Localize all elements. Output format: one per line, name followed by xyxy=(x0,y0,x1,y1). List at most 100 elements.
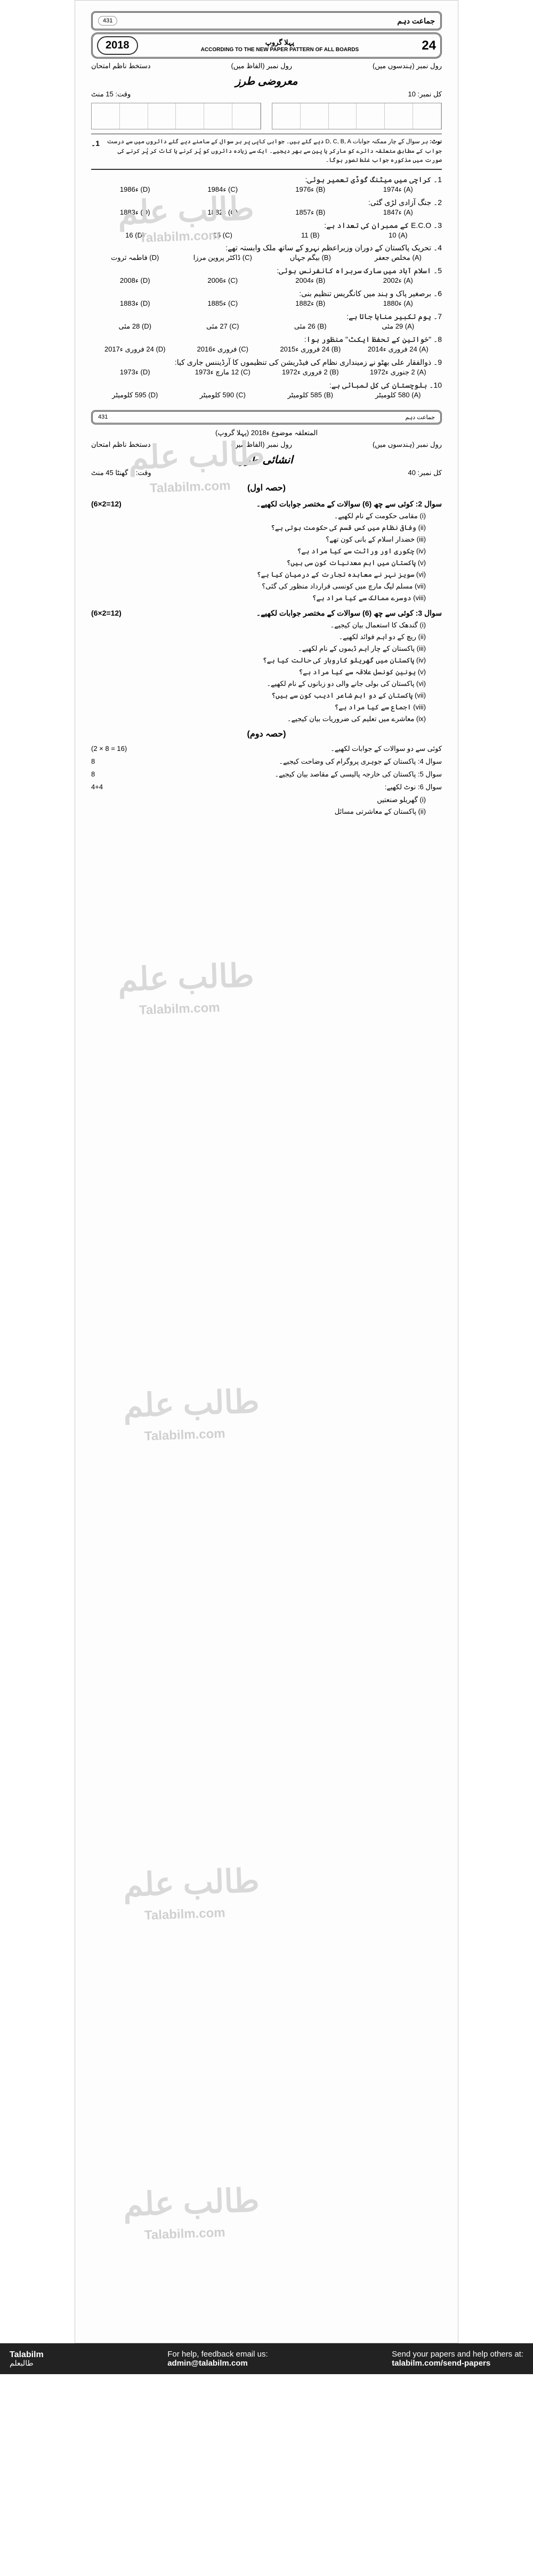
footer-send: Send your papers and help others at: tal… xyxy=(392,2350,523,2368)
year-box: 2018 xyxy=(97,36,138,55)
mcq-options-row: (A) 580 کلومیٹر(B) 585 کلومیٹر(C) 590 کل… xyxy=(91,391,442,399)
total-marks-obj: کل نمبر: 10 xyxy=(408,90,442,99)
sub-question: (vi) سویز نہر نے معاہدہ تجارت کے درمیان … xyxy=(91,570,426,579)
mcq-options-row: (A) ء2002(B) ء2004(C) ء2006(D) ء2008 xyxy=(91,276,442,285)
watermark-urdu-5: طالب علم xyxy=(123,1862,260,1904)
mcq-option: (D) فاطمہ ثروت xyxy=(91,253,179,262)
mcq-question: 4۔ تحریک پاکستان کے دوران وزیراعظم نہرو … xyxy=(91,243,442,252)
q2-marks: (6×2=12) xyxy=(91,500,122,509)
q3-text: سوال 3: کوئی سے چھ (6) سوالات کے مختصر ج… xyxy=(256,609,442,618)
long-questions: کوئی سے دو سوالات کے جوابات لکھیے۔(2 × 8… xyxy=(91,745,442,791)
mcq-option: (A) 10 xyxy=(354,231,442,239)
mcq-option: (D) ء2008 xyxy=(91,276,179,285)
q1-label: 1۔ xyxy=(91,137,100,149)
mcq-options-row: (A) 24 فروری ء2014(B) 24 فروری ء2015(C) … xyxy=(91,345,442,354)
footer-send-text: Send your papers and help others at: xyxy=(392,2350,523,2359)
mcq-block: 1۔ کراچی میں میٹنگ گوڈی تعمیر ہوئی: (A) ء… xyxy=(91,175,442,399)
subj-time: وقت: 1 گھنٹا 45 منٹ xyxy=(91,469,151,477)
mcq-question: 2۔ جنگ آزادی لڑی گئی: xyxy=(91,198,442,207)
mcq-option: (C) ڈاکٹر پروین مرزا xyxy=(179,253,267,262)
mcq-option: (B) ء2004 xyxy=(266,276,354,285)
mcq-option: (B) 585 کلومیٹر xyxy=(266,391,354,399)
mcq-question: 6۔ برصغیر پاک و ہند میں کانگریس تنظیم بن… xyxy=(91,289,442,298)
mcq-question: 3۔ E.C.O کے ممبران کی تعداد ہے: xyxy=(91,221,442,230)
mcq-option: (B) بیگم جہاں xyxy=(266,253,354,262)
mcq-option: (D) ء1986 xyxy=(91,185,179,194)
q2-heading: سوال 2: کوئی سے چھ (6) سوالات کے مختصر ج… xyxy=(91,500,442,509)
roll-words-label: رول نمبر (ہندسوں میں) xyxy=(373,62,442,70)
sub-question: (viii) اجماع سے کیا مراد ہے؟ xyxy=(91,703,426,712)
watermark-urdu-4: طالب علم xyxy=(123,1383,260,1425)
mcq-option: (D) ء1883 xyxy=(91,299,179,308)
mcq-option: (D) 595 کلومیٹر xyxy=(91,391,179,399)
mcq-option: (B) ء1857 xyxy=(266,208,354,217)
long-question: سوال 5: پاکستان کی خارجہ پالیسی کے مقاصد… xyxy=(91,770,442,779)
watermark-en-4: Talabilm.com xyxy=(144,1426,225,1444)
mcq-question: 10۔ بلوچستان کی کل لمبائی ہے: xyxy=(91,381,442,390)
footer-logo-en: Talabilm xyxy=(10,2351,44,2359)
subject-line: المتعلقہ موضوع ء2018 (پہلا گروپ) xyxy=(91,429,442,437)
mcq-option: (D) ء1883 xyxy=(91,208,179,217)
instruction-text: ہر سوال کے چار ممکنہ جوابات D, C, B, A د… xyxy=(107,138,442,163)
note-item: (i) گھریلو صنعتیں xyxy=(91,796,426,804)
mcq-option: (D) ء1973 xyxy=(91,368,179,377)
watermark-urdu-3: طالب علم xyxy=(117,957,255,999)
footer-logo-ur: طالبعلم xyxy=(10,2359,44,2367)
paper-group-label: پہلا گروپ xyxy=(138,38,422,47)
mcq-option: (D) 24 فروری ء2017 xyxy=(91,345,179,354)
mcq-options-row: (A) 2 جنوری ء1972(B) 2 فروری ء1972(C) 12… xyxy=(91,368,442,377)
q2-text: سوال 2: کوئی سے چھ (6) سوالات کے مختصر ج… xyxy=(256,500,442,509)
sub-question: (ii) ریچ کے دو اہم فوائد لکھیے۔ xyxy=(91,633,426,641)
mcq-option: (B) 24 فروری ء2015 xyxy=(266,345,354,354)
instruction-note-label: نوٹ: xyxy=(430,138,442,145)
sub-question: (iii) خضدار اسلام کے بانی کون تھے؟ xyxy=(91,535,426,544)
mcq-option: (B) 26 مئی xyxy=(266,322,354,331)
divider-code: 431 xyxy=(98,414,108,421)
subjective-divider: 431 جماعت دہم xyxy=(91,410,442,424)
class-label: جماعت دہم xyxy=(397,17,435,26)
note-item: (ii) پاکستان کے معاشرتی مسائل xyxy=(91,807,426,816)
long-q-text: کوئی سے دو سوالات کے جوابات لکھیے۔ xyxy=(330,745,442,753)
long-q-text: سوال 4: پاکستان کے جوہری پروگرام کی وضاح… xyxy=(279,757,442,766)
mcq-option: (B) 2 فروری ء1972 xyxy=(266,368,354,377)
sub-question: (vi) پاکستان کی بولی جانے والی دو زبانوں… xyxy=(91,680,426,688)
objective-heading: معروضی طرز xyxy=(91,75,442,88)
subj-roll-row: رول نمبر (ہندسوں میں) رول نمبر (الفاظ می… xyxy=(91,440,442,449)
rollno-box-1 xyxy=(91,103,261,129)
mcq-option: (D) 16 xyxy=(91,231,179,239)
watermark-urdu-6: طالب علم xyxy=(123,2182,260,2224)
q2-subs: (i) مقامی حکومت کے نام لکھیے۔(ii) وفاقی … xyxy=(91,512,442,602)
sub-question: (vii) پاکستان کے دو اہم شاعر ادیب کون سے… xyxy=(91,691,426,700)
subj-roll-words: رول نمبر (ہندسوں میں) xyxy=(373,440,442,449)
sub-question: (i) مقامی حکومت کے نام لکھیے۔ xyxy=(91,512,426,520)
footer-bar: Talabilm طالبعلم For help, feedback emai… xyxy=(0,2343,533,2374)
footer-logo: Talabilm طالبعلم xyxy=(10,2351,44,2367)
mcq-option: (C) ء1984 xyxy=(179,185,267,194)
mcq-options-row: (A) مخلص جعفر(B) بیگم جہاں(C) ڈاکٹر پروی… xyxy=(91,253,442,262)
marks-time-row: کل نمبر: 10 وقت: 15 منٹ xyxy=(91,90,442,99)
mcq-option: (A) ء1847 xyxy=(354,208,442,217)
subj-marks-time: کل نمبر: 40 وقت: 1 گھنٹا 45 منٹ xyxy=(91,469,442,477)
mcq-question: 1۔ کراچی میں میٹنگ گوڈی تعمیر ہوئی: xyxy=(91,175,442,184)
paper-number: 24 xyxy=(422,38,436,53)
long-question: کوئی سے دو سوالات کے جوابات لکھیے۔(2 × 8… xyxy=(91,745,442,753)
footer-send-link[interactable]: talabilm.com/send-papers xyxy=(392,2359,490,2368)
title-row: 2018 پہلا گروپ ACCORDING TO THE NEW PAPE… xyxy=(91,32,442,59)
mcq-option: (A) 29 مئی xyxy=(354,322,442,331)
sub-question: (iv) پاکستان میں گھریلو کاروبار کی حالت … xyxy=(91,656,426,665)
mcq-question: 9۔ ذوالفقار علی بھٹو نے زمینداری نظام کی… xyxy=(91,358,442,367)
sub-question: (iv) چکوری اور وراثت سے کیا مراد ہے؟ xyxy=(91,547,426,555)
footer-help: For help, feedback email us: admin@talab… xyxy=(167,2350,268,2368)
long-q-text: سوال 6: نوٹ لکھیے: xyxy=(385,783,442,791)
subj-total-marks: کل نمبر: 40 xyxy=(408,469,442,477)
mcq-option: (A) ء1880 xyxy=(354,299,442,308)
mcq-option: (A) 580 کلومیٹر xyxy=(354,391,442,399)
q3-heading: سوال 3: کوئی سے چھ (6) سوالات کے مختصر ج… xyxy=(91,609,442,618)
footer-email-link[interactable]: admin@talabilm.com xyxy=(167,2359,248,2368)
long-question: سوال 6: نوٹ لکھیے:4+4 xyxy=(91,783,442,791)
roll-meta-row: رول نمبر (ہندسوں میں) رول نمبر (الفاظ می… xyxy=(91,62,442,70)
group-code: 431 xyxy=(98,16,117,26)
sign-invigilator-label: دستخط ناظم امتحان xyxy=(91,62,151,70)
mcq-option: (D) 28 مئی xyxy=(91,322,179,331)
subjective-heading: انشائی طرز xyxy=(91,453,442,467)
